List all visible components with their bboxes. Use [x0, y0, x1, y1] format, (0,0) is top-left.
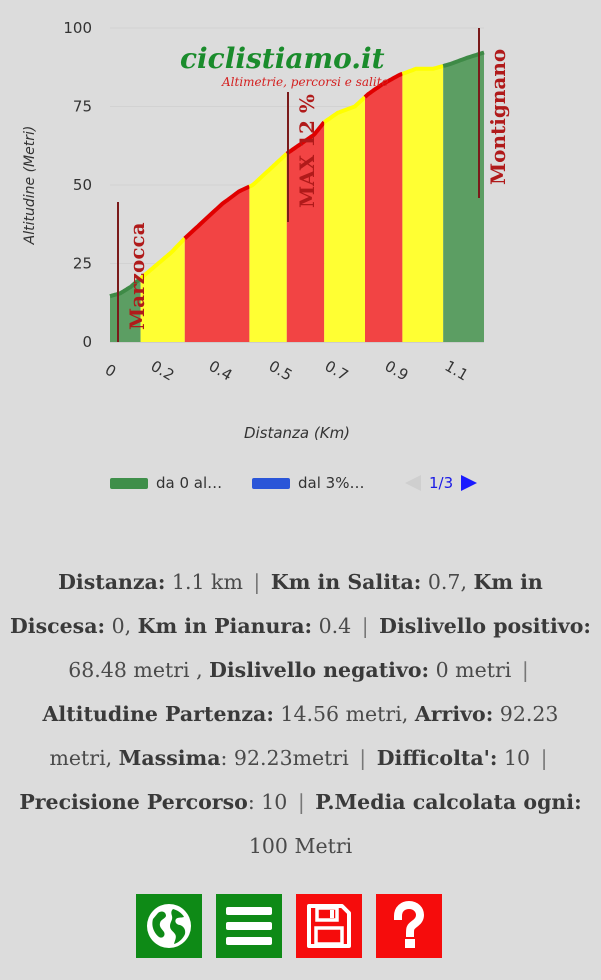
y-tick-label: 50 — [73, 176, 92, 194]
profile-segment — [443, 52, 484, 342]
profile-segment-line — [442, 50, 485, 68]
profile-segment-line — [248, 152, 289, 189]
stat-precisione-value: : 10 — [247, 790, 294, 814]
stat-massima-label: Massima — [118, 746, 221, 770]
help-button[interactable] — [376, 894, 442, 958]
annotation-label: Montignano — [486, 49, 510, 185]
save-button[interactable] — [296, 894, 362, 958]
annotation-label: Marzocca — [125, 222, 149, 330]
stat-km-discesa-label: Km in Discesa: — [10, 570, 543, 638]
globe-button[interactable] — [136, 894, 202, 958]
stat-precisione-label: Precisione Percorso — [19, 790, 248, 814]
profile-segment — [286, 122, 325, 342]
y-tick-label: 75 — [73, 98, 92, 116]
elevation-chart: 0 25 50 75 100 Altitudine (Metri) ciclistiamo.… — [0, 19, 601, 498]
x-tick-label: 0.4 — [206, 357, 236, 385]
x-tick-label: 0.5 — [266, 357, 296, 385]
stat-dislivello-positivo-label: Dislivello positivo: — [379, 614, 591, 638]
stat-massima-value: : 92.23metri — [220, 746, 356, 770]
stat-altitudine-partenza-label: Altitudine Partenza: — [42, 702, 274, 726]
legend-item-blue[interactable]: dal 3%… — [252, 474, 364, 492]
stat-pmedia-label: P.Media calcolata ogni: — [315, 790, 582, 814]
legend-label-blue: dal 3%… — [298, 474, 365, 492]
stat-dislivello-positivo-value: 68.48 metri , — [68, 658, 210, 682]
stat-difficolta-value: 10 — [497, 746, 537, 770]
separator: | — [540, 746, 548, 770]
separator: | — [297, 790, 305, 814]
separator: | — [359, 746, 367, 770]
legend-next-arrow-icon[interactable] — [461, 475, 478, 491]
legend-prev-arrow-icon[interactable] — [405, 475, 421, 491]
profile-segment — [324, 97, 365, 342]
stat-distanza-label: Distanza: — [58, 570, 166, 594]
menu-icon — [223, 900, 275, 952]
x-tick-label: 0.9 — [382, 357, 412, 385]
legend-page-indicator: 1/3 — [429, 474, 454, 492]
legend-swatch-green — [110, 477, 148, 489]
stat-dislivello-negativo-value: 0 metri — [429, 658, 518, 682]
y-axis-title: Altitudine (Metri) — [22, 126, 38, 246]
floppy-disk-icon — [303, 900, 355, 952]
x-axis-title: Distanza (Km) — [244, 424, 350, 442]
legend-pager: 1/3 — [405, 474, 478, 492]
annotation-label: MAX 12 % — [295, 94, 319, 208]
separator: | — [253, 570, 261, 594]
profile-segment-line — [285, 120, 326, 156]
x-tick-label: 0.7 — [322, 357, 352, 385]
stat-altitudine-partenza-value: 14.56 metri, — [273, 702, 415, 726]
y-tick-label: 25 — [73, 255, 92, 273]
logo-subtitle: Altimetrie, percorsi e salite — [221, 75, 389, 89]
elevation-chart-svg: 0 25 50 75 100 Altitudine (Metri) ciclistiamo.… — [22, 19, 510, 442]
profile-segment — [249, 153, 287, 342]
legend-item-green[interactable]: da 0 al… — [110, 474, 222, 492]
legend-swatch-blue — [252, 477, 290, 489]
separator: | — [361, 614, 369, 638]
action-buttons — [0, 894, 601, 960]
profile-segment — [402, 66, 444, 342]
globe-icon — [143, 900, 195, 952]
profile-segment-line — [109, 276, 142, 299]
x-tick-label: 1.1 — [442, 357, 472, 385]
chart-legend: da 0 al… dal 3%… 1/3 — [0, 474, 601, 498]
stat-arrivo-label: Arrivo: — [414, 702, 494, 726]
route-stats: Distanza: 1.1 km | Km in Salita: 0.7, Km… — [8, 560, 593, 868]
menu-button[interactable] — [216, 894, 282, 958]
profile-segment-line — [183, 184, 251, 240]
separator: | — [521, 658, 529, 682]
logo-title: ciclistiamo.it — [180, 42, 385, 75]
y-tick-label: 0 — [82, 333, 92, 351]
x-tick-label: 0 — [102, 360, 119, 380]
stat-km-pianura-value: 0.4 — [312, 614, 358, 638]
stat-km-salita-value: 0.7, — [421, 570, 474, 594]
profile-segment-line — [401, 64, 444, 76]
profile-segment-line — [139, 237, 187, 280]
legend-label-green: da 0 al… — [156, 474, 223, 492]
stat-distanza-value: 1.1 km — [165, 570, 250, 594]
x-tick-label: 0.2 — [148, 357, 178, 385]
stat-km-discesa-value: 0, — [105, 614, 138, 638]
y-tick-label: 100 — [63, 19, 92, 37]
stat-km-salita-label: Km in Salita: — [270, 570, 422, 594]
question-mark-icon — [383, 900, 435, 952]
profile-segment-line — [363, 71, 404, 99]
stat-km-pianura-label: Km in Pianura: — [137, 614, 313, 638]
stat-difficolta-label: Difficolta': — [376, 746, 498, 770]
profile-segment-line — [323, 95, 367, 124]
stat-arrivo-value: 92.23 metri, — [49, 702, 559, 770]
stat-dislivello-negativo-label: Dislivello negativo: — [209, 658, 430, 682]
profile-segment — [140, 238, 185, 342]
profile-segment — [365, 73, 403, 343]
stat-pmedia-value: 100 Metri — [248, 834, 353, 858]
